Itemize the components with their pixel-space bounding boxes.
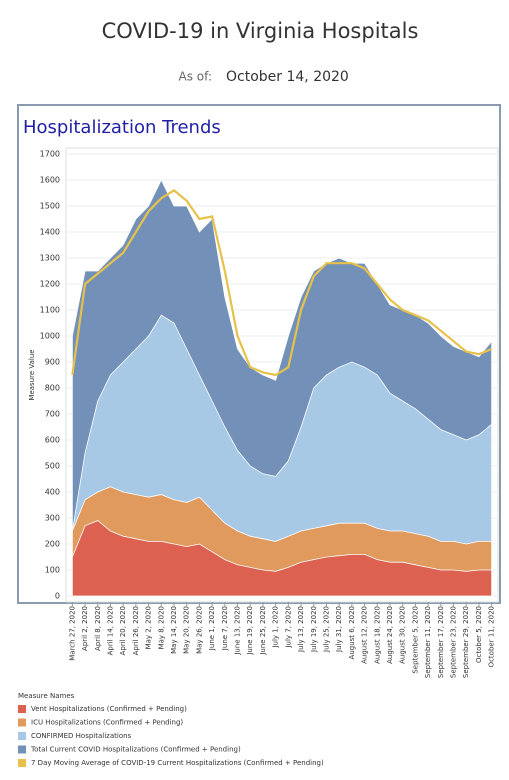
y-tick-label: 800: [45, 384, 60, 393]
legend-label: 7 Day Moving Average of COVID-19 Current…: [31, 759, 324, 767]
page-title: COVID-19 in Virginia Hospitals: [102, 19, 419, 43]
x-tick-label: September 5, 2020: [411, 606, 419, 674]
panel-border: [17, 104, 501, 604]
y-tick-label: 1700: [40, 150, 60, 159]
y-tick-label: 0: [55, 592, 60, 601]
x-tick-label: June 19, 2020: [246, 606, 254, 656]
as-of-label: As of:: [179, 70, 212, 84]
legend-label: ICU Hospitalizations (Confirmed + Pendin…: [31, 719, 183, 727]
x-tick-label: June 7, 2020: [221, 606, 229, 651]
y-tick-label: 600: [45, 436, 60, 445]
x-tick-label: April 20, 2020: [119, 606, 127, 655]
x-tick-label: June 13, 2020: [234, 606, 242, 656]
y-tick-label: 400: [45, 488, 60, 497]
x-tick-label: May 20, 2020: [183, 606, 191, 654]
x-tick-label: March 27, 2020: [68, 606, 76, 661]
y-tick-label: 1200: [40, 280, 60, 289]
as-of-date: October 14, 2020: [226, 69, 349, 85]
x-tick-label: July 25, 2020: [322, 606, 330, 653]
x-tick-label: August 24, 2020: [386, 606, 394, 664]
x-tick-label: July 31, 2020: [335, 606, 343, 653]
x-tick-label: June 1, 2020: [208, 606, 216, 651]
x-tick-label: October 5, 2020: [475, 606, 483, 663]
x-tick-label: August 12, 2020: [361, 606, 369, 664]
x-tick-label: August 6, 2020: [348, 606, 356, 659]
y-tick-label: 1500: [40, 202, 60, 211]
y-tick-label: 1100: [40, 306, 60, 315]
y-tick-label: 100: [45, 566, 60, 575]
x-tick-label: April 14, 2020: [106, 606, 114, 655]
x-tick-label: April 2, 2020: [81, 606, 89, 651]
legend-swatch: [18, 759, 26, 767]
legend-swatch: [18, 718, 26, 727]
y-tick-label: 500: [45, 462, 60, 471]
y-axis-label: Measure Value: [28, 349, 36, 400]
y-tick-label: 1300: [40, 254, 60, 263]
x-tick-label: June 25, 2020: [259, 606, 267, 656]
x-tick-label: October 11, 2020: [488, 606, 496, 667]
x-tick-label: May 2, 2020: [145, 606, 153, 649]
x-tick-label: July 19, 2020: [310, 606, 318, 653]
y-tick-label: 200: [45, 540, 60, 549]
legend-swatch: [18, 745, 26, 754]
legend-swatch: [18, 705, 26, 713]
line: [71, 189, 493, 377]
x-tick-label: August 18, 2020: [373, 606, 381, 664]
x-tick-label: September 11, 2020: [424, 606, 432, 678]
legend-label: CONFIRMED Hospitalizations: [31, 732, 132, 740]
x-tick-label: September 17, 2020: [437, 606, 445, 678]
legend-title: Measure Names: [18, 692, 75, 700]
y-tick-label: 900: [45, 358, 60, 367]
x-tick-label: September 29, 2020: [462, 606, 470, 678]
y-tick-label: 1600: [40, 176, 60, 185]
x-tick-label: April 26, 2020: [132, 606, 140, 655]
x-tick-label: July 7, 2020: [284, 606, 292, 649]
legend-swatch: [18, 732, 26, 740]
legend-label: Total Current COVID Hospitalizations (Co…: [30, 746, 241, 754]
y-tick-label: 300: [45, 514, 60, 523]
y-tick-label: 1000: [40, 332, 60, 341]
x-tick-label: May 8, 2020: [157, 606, 165, 649]
y-tick-label: 1400: [40, 228, 60, 237]
x-tick-label: August 30, 2020: [399, 606, 407, 664]
x-tick-label: July 1, 2020: [272, 606, 280, 649]
legend-label: Vent Hospitalizations (Confirmed + Pendi…: [31, 705, 187, 713]
chart-title: Hospitalization Trends: [23, 117, 221, 138]
area: [71, 520, 493, 597]
x-tick-label: September 23, 2020: [450, 606, 458, 678]
x-tick-label: July 13, 2020: [297, 606, 305, 653]
y-tick-label: 700: [45, 410, 60, 419]
x-tick-label: May 14, 2020: [170, 606, 178, 654]
x-tick-label: May 26, 2020: [195, 606, 203, 654]
x-tick-label: April 8, 2020: [94, 606, 102, 651]
